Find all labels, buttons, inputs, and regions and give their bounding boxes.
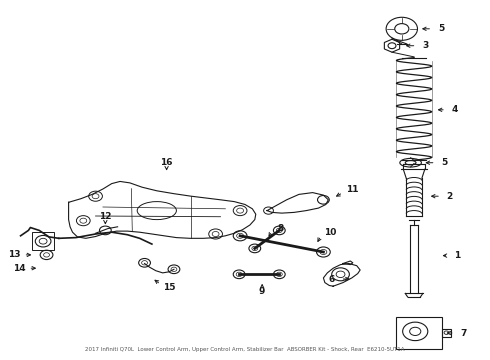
Text: 15: 15 <box>163 283 176 292</box>
Text: 10: 10 <box>323 229 336 238</box>
Text: 4: 4 <box>451 105 458 114</box>
Text: 13: 13 <box>8 251 21 259</box>
Text: 2017 Infiniti Q70L  Lower Control Arm, Upper Control Arm, Stabilizer Bar  ABSORB: 2017 Infiniti Q70L Lower Control Arm, Up… <box>85 347 405 352</box>
Text: 14: 14 <box>13 264 26 273</box>
Text: 7: 7 <box>460 328 467 338</box>
Text: 5: 5 <box>438 24 444 33</box>
Bar <box>442 329 451 337</box>
Bar <box>32 232 54 250</box>
Bar <box>396 317 442 349</box>
Text: 1: 1 <box>454 251 460 260</box>
Text: 9: 9 <box>259 287 266 296</box>
Text: 2: 2 <box>447 192 453 201</box>
Text: 16: 16 <box>160 158 173 167</box>
Text: 3: 3 <box>422 41 428 50</box>
Text: 6: 6 <box>329 274 335 284</box>
Text: 8: 8 <box>278 224 284 233</box>
Text: 12: 12 <box>99 212 112 221</box>
Text: 11: 11 <box>345 185 358 194</box>
Text: 5: 5 <box>441 158 447 167</box>
